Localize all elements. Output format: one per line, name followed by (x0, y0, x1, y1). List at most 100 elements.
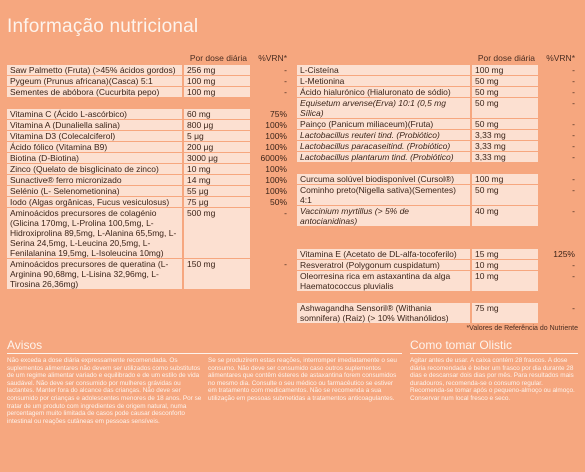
nutrient-row: Oleorresina rica em astaxantina da alga … (297, 271, 578, 291)
como-tomar-title: Como tomar Olistic (410, 338, 513, 352)
nutrient-name: Cominho preto(Nigella sativa)(Sementes) … (297, 185, 470, 205)
nutrient-amount: 15 mg (470, 249, 538, 259)
nutrient-vrn: - (572, 206, 575, 216)
avisos-text-col2: Se se produzirem estas reações, interrom… (208, 357, 397, 402)
nutrient-row: Vaccinium myrtillus (> 5% de antocianidi… (297, 206, 578, 226)
nutrient-row: Selénio (L- Selenometionina) 55 μg 100% (7, 186, 290, 196)
row-gap (7, 98, 290, 108)
nutrient-vrn: - (572, 98, 575, 108)
nutrient-vrn: - (572, 141, 575, 151)
nutrient-vrn: 100% (265, 164, 287, 174)
nutrient-vrn: - (572, 174, 575, 184)
nutrient-amount: 10 mg (182, 164, 250, 174)
nutrient-name: Sementes de abóbora (Cucurbita pepo) (7, 87, 182, 97)
nutrient-row: Resveratrol (Polygonum cuspidatum) 10 mg - (297, 260, 578, 270)
nutrient-row: Pygeum (Prunus africana)(Casca) 5:1 100 m… (7, 76, 290, 86)
nutrient-amount: 100 mg (470, 65, 538, 75)
nutrient-vrn: - (284, 208, 287, 218)
nutrient-vrn: 100% (265, 186, 287, 196)
nutrient-amount: 14 mg (182, 175, 250, 185)
nutrient-vrn: - (284, 87, 287, 97)
nutrient-vrn: 100% (265, 120, 287, 130)
nutrient-row: Cominho preto(Nigella sativa)(Sementes) … (297, 185, 578, 205)
nutrition-table-right: Por dose diária %VRN* L-Cisteína 100 mg - L… (297, 52, 578, 324)
nutrient-vrn: - (572, 65, 575, 75)
nutrient-name: Saw Palmetto (Fruta) (>45% ácidos gordos… (7, 65, 182, 75)
nutrition-table-left: Por dose diária %VRN* Saw Palmetto (Frut… (7, 52, 290, 290)
nutrient-amount: 50 mg (470, 76, 538, 86)
nutrient-name: Iodo (Algas orgânicas, Fucus vesiculosus… (7, 197, 182, 207)
nutrient-vrn: 125% (553, 249, 575, 259)
nutrient-amount: 60 mg (182, 109, 250, 119)
nutrient-name: Lactobacillus plantarum tind. (Probiótic… (297, 152, 470, 162)
nutrient-row: L-Metionina 50 mg - (297, 76, 578, 86)
vrn-header: %VRN* (546, 53, 575, 63)
nutrient-amount: 100 mg (182, 76, 250, 86)
nutrient-vrn: - (572, 87, 575, 97)
nutrient-vrn: 100% (265, 142, 287, 152)
nutrient-vrn: - (572, 119, 575, 129)
nutrient-vrn: - (572, 303, 575, 313)
nutrient-amount: 3000 μg (182, 153, 250, 163)
nutrient-row: Lactobacillus plantarum tind. (Probiótic… (297, 152, 578, 162)
nutrient-row: Curcuma solúvel biodisponível (Cursol®) 1… (297, 174, 578, 184)
nutrient-name: Ácido fólico (Vitamina B9) (7, 142, 182, 152)
nutrient-row: Equisetum arvense(Erva) 10:1 (0,5 mg Síl… (297, 98, 578, 118)
page-title: Informação nutricional (7, 16, 199, 37)
nutrient-row: Sementes de abóbora (Cucurbita pepo) 100 … (7, 87, 290, 97)
nutrient-amount: 50 mg (470, 185, 538, 205)
nutrient-row: Lactobacillus paracaseitind. (Probiótico… (297, 141, 578, 151)
nutrient-name: Vitamina D3 (Colecalciferol) (7, 131, 182, 141)
nutrient-amount: 55 μg (182, 186, 250, 196)
avisos-title: Avisos (7, 338, 43, 352)
nutrient-amount: 200 μg (182, 142, 250, 152)
nutrient-name: Ashwagandha Sensoril® (Withania somnifer… (297, 303, 470, 323)
nutrient-row: Vitamina E (Acetato de DL-alfa-tocoferil… (297, 249, 578, 259)
nutrient-name: Lactobacillus reuteri tind. (Probiótico) (297, 130, 470, 140)
nutrient-row: Ácido hialurónico (Hialuronato de sódio)… (297, 87, 578, 97)
vrn-footnote: *Valores de Referência do Nutriente (466, 325, 578, 332)
nutrient-amount: 500 mg (182, 208, 250, 258)
nutrient-row: Ácido fólico (Vitamina B9) 200 μg 100% (7, 142, 290, 152)
nutrient-row: Vitamina C (Ácido L-ascórbico) 60 mg 75% (7, 109, 290, 119)
nutrient-vrn: 6000% (260, 153, 287, 163)
nutrient-name: Pygeum (Prunus africana)(Casca) 5:1 (7, 76, 182, 86)
nutrient-row: Aminoácidos precursores de queratina (L-… (7, 259, 290, 289)
nutrient-amount: 800 μg (182, 120, 250, 130)
nutrient-vrn: - (572, 185, 575, 195)
row-gap (297, 227, 578, 237)
nutrient-name: L-Metionina (297, 76, 470, 86)
avisos-divider (7, 353, 402, 354)
nutrient-name: Ácido hialurónico (Hialuronato de sódio) (297, 87, 470, 97)
nutrient-name: L-Cisteína (297, 65, 470, 75)
nutrient-amount: 75 μg (182, 197, 250, 207)
nutrient-row: Biotina (D-Biotina) 3000 μg 6000% (7, 153, 290, 163)
per-dose-header: Por dose diária (477, 53, 535, 63)
nutrient-amount: 3,33 mg (470, 130, 538, 140)
nutrient-amount: 100 mg (182, 87, 250, 97)
nutrient-vrn: - (284, 76, 287, 86)
nutrient-amount: 10 mg (470, 271, 538, 291)
nutrient-vrn: - (572, 260, 575, 270)
row-gap (297, 163, 578, 173)
nutrient-amount: 256 mg (182, 65, 250, 75)
nutrient-row: Iodo (Algas orgânicas, Fucus vesiculosus… (7, 197, 290, 207)
nutrient-name: Sunactive® ferro micronizado (7, 175, 182, 185)
nutrient-amount: 50 mg (470, 98, 538, 118)
nutrient-name: Painço (Panicum miliaceum)(Fruta) (297, 119, 470, 129)
nutrient-name: Vaccinium myrtillus (> 5% de antocianidi… (297, 206, 470, 226)
nutrient-row: Vitamina A (Dunaliella salina) 800 μg 100% (7, 120, 290, 130)
nutrient-name: Oleorresina rica em astaxantina da alga … (297, 271, 470, 291)
nutrient-name: Biotina (D-Biotina) (7, 153, 182, 163)
nutrient-name: Resveratrol (Polygonum cuspidatum) (297, 260, 470, 270)
nutrient-vrn: 75% (269, 109, 287, 119)
nutrient-name: Curcuma solúvel biodisponível (Cursol®) (297, 174, 470, 184)
nutrient-amount: 5 μg (182, 131, 250, 141)
vrn-header: %VRN* (258, 53, 287, 63)
per-dose-header: Por dose diária (189, 53, 247, 63)
nutrient-vrn: - (284, 259, 287, 269)
nutrient-vrn: - (572, 152, 575, 162)
nutrient-amount: 10 mg (470, 260, 538, 270)
nutrient-amount: 75 mg (470, 303, 538, 323)
nutrient-amount: 3,33 mg (470, 152, 538, 162)
